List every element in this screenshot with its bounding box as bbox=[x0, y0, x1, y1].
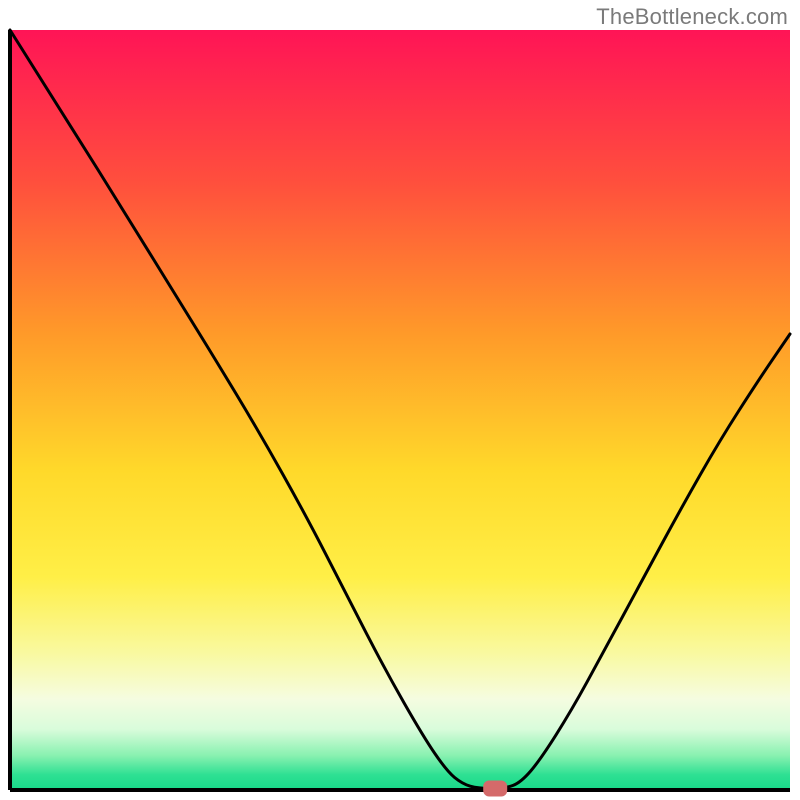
gradient-background bbox=[10, 30, 790, 790]
watermark-text: TheBottleneck.com bbox=[596, 4, 788, 30]
bottleneck-curve-chart bbox=[0, 0, 800, 800]
chart-container: TheBottleneck.com bbox=[0, 0, 800, 800]
valley-marker bbox=[483, 781, 507, 797]
